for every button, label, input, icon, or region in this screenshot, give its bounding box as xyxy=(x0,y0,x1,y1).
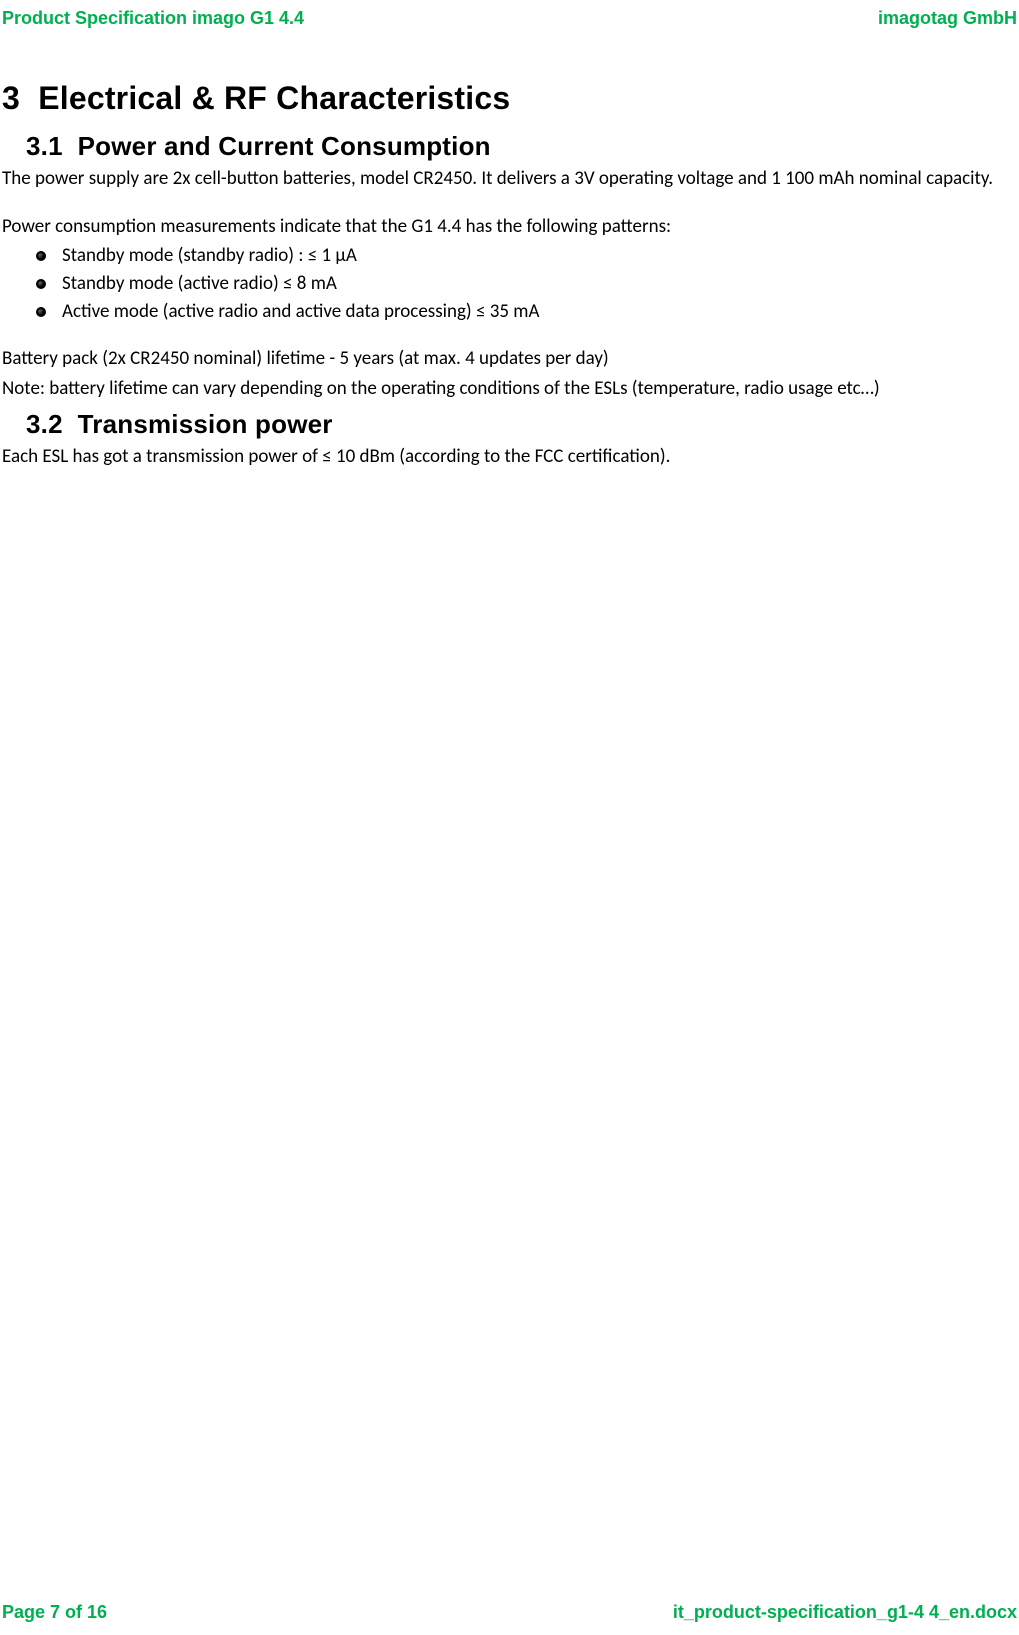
page: Product Specification imago G1 4.4 imago… xyxy=(0,0,1019,1635)
sub1-paragraph-4: Note: battery lifetime can vary dependin… xyxy=(2,376,1017,402)
subsection-2-title: Transmission power xyxy=(78,409,333,439)
footer-right: it_product-specification_g1-4 4_en.docx xyxy=(673,1602,1017,1623)
paragraph-gap xyxy=(2,196,1017,214)
section-number: 3 xyxy=(2,80,20,116)
subsection-2-number: 3.2 xyxy=(26,409,63,439)
sub1-paragraph-3: Battery pack (2x CR2450 nominal) lifetim… xyxy=(2,346,1017,372)
subsection-1-number: 3.1 xyxy=(26,131,63,161)
page-header: Product Specification imago G1 4.4 imago… xyxy=(0,8,1019,29)
sub1-paragraph-2: Power consumption measurements indicate … xyxy=(2,214,1017,240)
list-item: Standby mode (active radio) ≤ 8 mA xyxy=(36,271,1017,297)
header-right: imagotag GmbH xyxy=(878,8,1017,29)
subsection-heading-1: 3.1 Power and Current Consumption xyxy=(26,131,1017,162)
list-item: Active mode (active radio and active dat… xyxy=(36,299,1017,325)
sub1-paragraph-1: The power supply are 2x cell-button batt… xyxy=(2,166,1017,192)
subsection-1-title: Power and Current Consumption xyxy=(78,131,491,161)
list-item: Standby mode (standby radio) : ≤ 1 µA xyxy=(36,243,1017,269)
header-left: Product Specification imago G1 4.4 xyxy=(2,8,304,29)
sub2-paragraph-1: Each ESL has got a transmission power of… xyxy=(2,444,1017,470)
sub1-bullet-list: Standby mode (standby radio) : ≤ 1 µA St… xyxy=(36,243,1017,324)
page-footer: Page 7 of 16 it_product-specification_g1… xyxy=(0,1602,1019,1623)
page-content: 3 Electrical & RF Characteristics 3.1 Po… xyxy=(2,80,1017,474)
section-title: Electrical & RF Characteristics xyxy=(38,80,510,116)
paragraph-gap xyxy=(2,328,1017,346)
footer-left: Page 7 of 16 xyxy=(2,1602,107,1623)
section-heading: 3 Electrical & RF Characteristics xyxy=(2,80,1017,117)
subsection-heading-2: 3.2 Transmission power xyxy=(26,409,1017,440)
